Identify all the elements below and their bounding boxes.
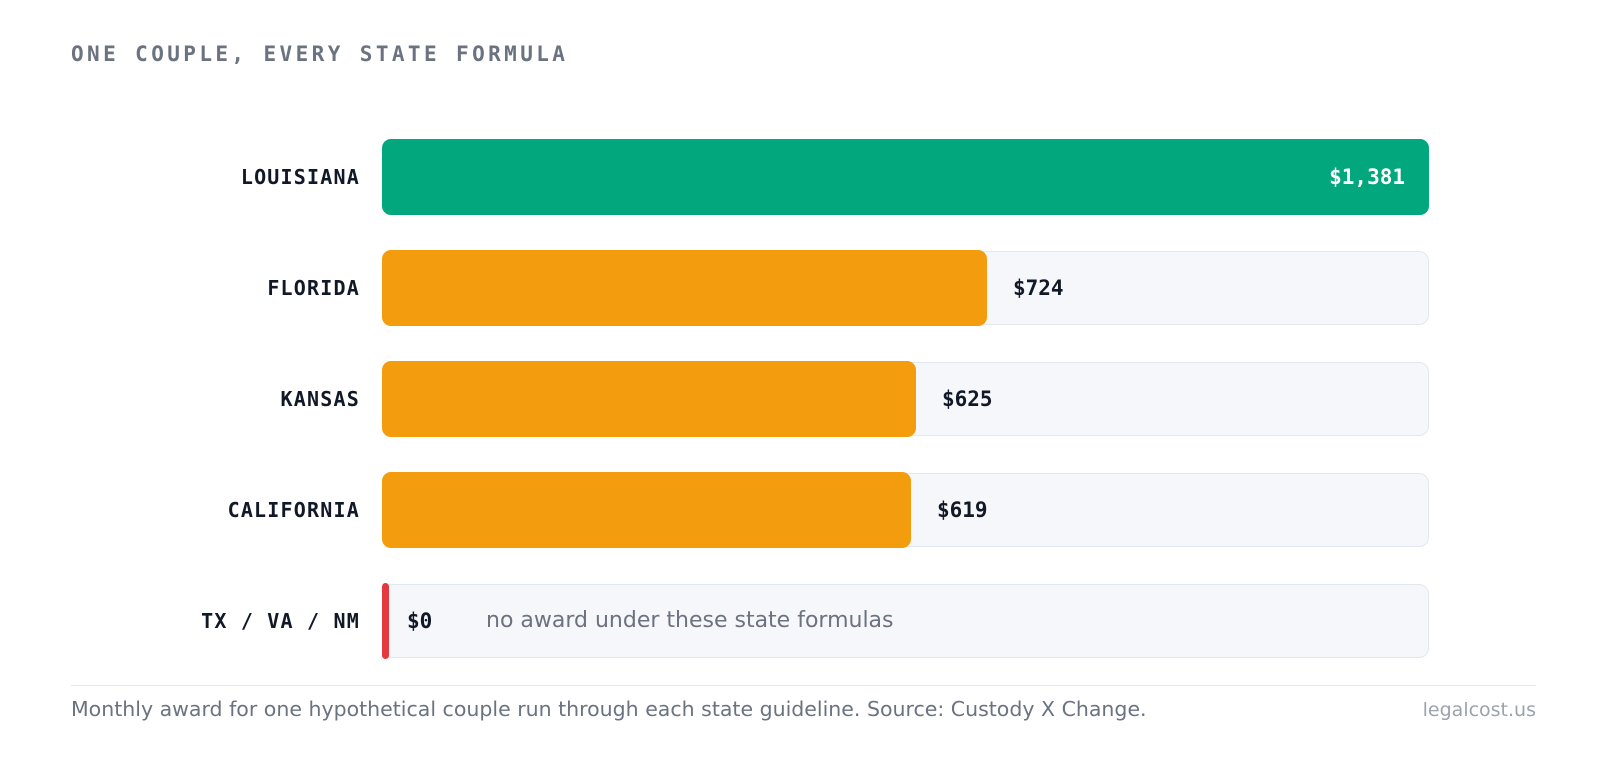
value-label: $0 <box>407 609 433 633</box>
bar-track <box>382 584 1429 658</box>
category-label: CALIFORNIA <box>227 498 360 522</box>
footer-divider <box>71 685 1536 686</box>
bar <box>382 361 916 437</box>
category-label: KANSAS <box>280 387 360 411</box>
value-label: $619 <box>937 498 988 522</box>
category-label: TX / VA / NM <box>201 609 360 633</box>
bar <box>382 250 987 326</box>
bar <box>382 139 1429 215</box>
value-label: $724 <box>1013 276 1064 300</box>
category-label: FLORIDA <box>267 276 360 300</box>
value-label: $1,381 <box>1329 165 1405 189</box>
category-label: LOUISIANA <box>240 165 360 189</box>
bar <box>382 583 389 659</box>
bar <box>382 472 911 548</box>
brand-label: legalcost.us <box>1422 699 1536 721</box>
chart-title: ONE COUPLE, EVERY STATE FORMULA <box>71 42 569 66</box>
footer-caption: Monthly award for one hypothetical coupl… <box>71 697 1147 721</box>
value-label: $625 <box>942 387 993 411</box>
annotation-text: no award under these state formulas <box>486 608 894 633</box>
